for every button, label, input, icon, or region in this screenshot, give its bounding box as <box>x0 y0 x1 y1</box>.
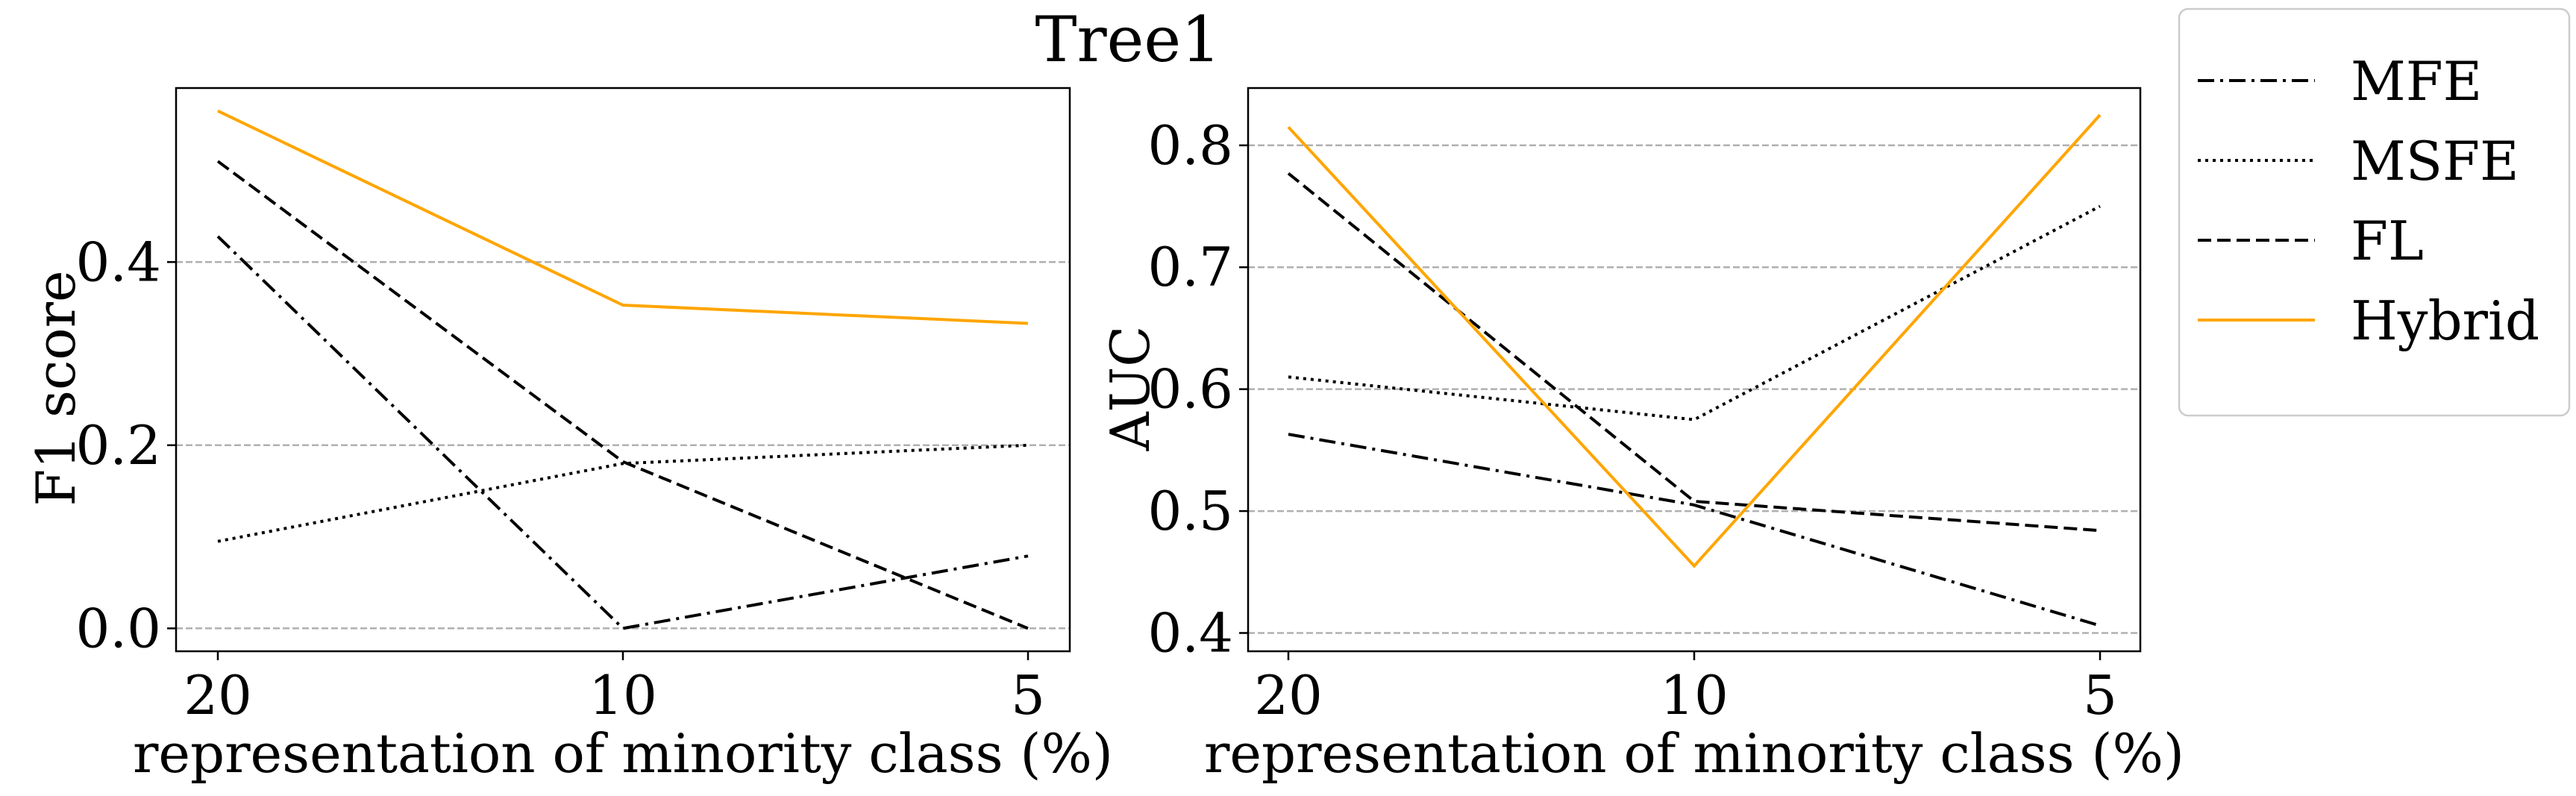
series-line-fl <box>216 160 1029 630</box>
y-tick-label: 0.8 <box>1147 114 1233 177</box>
legend: MFE MSFE FL Hybrid <box>2178 7 2571 417</box>
x-axis-label: representation of minority class (%) <box>1204 722 2184 785</box>
series-line-msfe <box>1288 204 2101 421</box>
series-line-hybrid <box>217 109 1029 325</box>
x-tick-label: 20 <box>184 664 252 727</box>
plot-frame <box>1247 87 2142 653</box>
plot-frame <box>175 87 1071 653</box>
series-line-fl <box>1287 172 2101 533</box>
y-tick-label: 0.0 <box>75 597 161 659</box>
x-tick-label: 5 <box>2083 664 2117 727</box>
y-tick-label: 0.4 <box>1147 601 1233 664</box>
y-tick-label: 0.6 <box>1147 358 1233 421</box>
y-tick-label: 0.4 <box>75 231 161 293</box>
series-line-msfe <box>217 443 1029 543</box>
y-tick-label: 0.5 <box>1147 480 1233 542</box>
legend-label-msfe: MSFE <box>2351 130 2519 192</box>
legend-label-hybrid: Hybrid <box>2351 289 2539 352</box>
legend-label-mfe: MFE <box>2351 50 2482 113</box>
x-tick-label: 5 <box>1011 664 1045 727</box>
y-axis-label: F1 score <box>25 270 87 506</box>
x-tick-label: 20 <box>1254 664 1323 727</box>
series-line-mfe <box>1288 433 2101 627</box>
figure-title: Tree1 <box>1035 3 1220 76</box>
x-tick-label: 10 <box>589 664 657 727</box>
series-line-mfe <box>216 235 1029 630</box>
series-line-hybrid <box>1287 113 2102 568</box>
y-axis-label: AUC <box>1099 326 1162 452</box>
x-tick-label: 10 <box>1660 664 1729 727</box>
y-tick-label: 0.7 <box>1147 236 1233 298</box>
legend-label-fl: FL <box>2351 210 2424 272</box>
legend-frame <box>2178 7 2571 417</box>
x-axis-label: representation of minority class (%) <box>133 722 1113 785</box>
y-tick-label: 0.2 <box>75 414 161 477</box>
